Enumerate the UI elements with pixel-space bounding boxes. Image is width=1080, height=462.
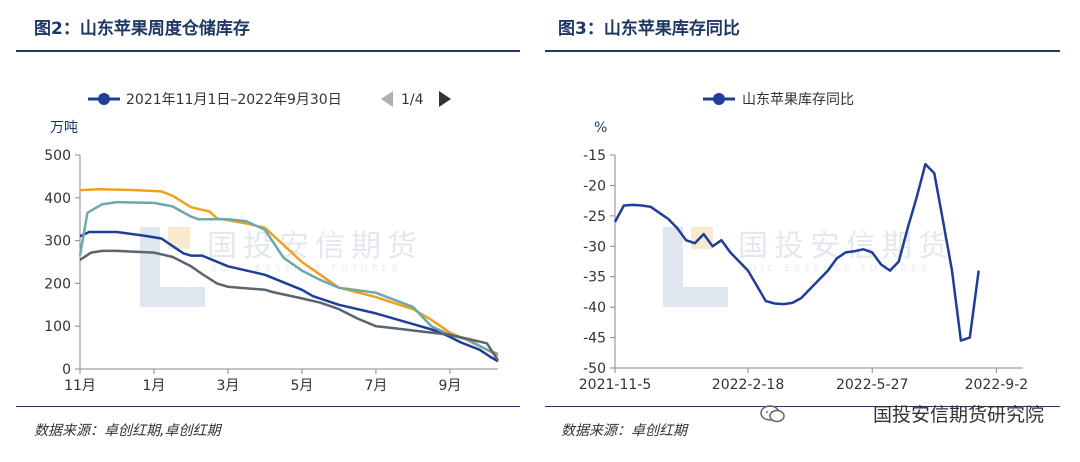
x-tick-label: 3月 — [217, 378, 240, 394]
y-tick-label: 200 — [44, 276, 71, 292]
right-y-unit: % — [594, 120, 607, 136]
left-chart-svg: 2021年11月1日–2022年9月30日 1/4 万吨 0 100 200 300 4… — [44, 91, 500, 394]
left-legend-label: 2021年11月1日–2022年9月30日 — [126, 92, 342, 108]
x-tick-label: 2022-9-2 — [965, 377, 1029, 393]
y-tick-label: -25 — [583, 209, 606, 225]
series-line — [613, 162, 980, 342]
legend-dot-marker — [713, 93, 725, 105]
x-tick-label: 2021-11-5 — [579, 377, 651, 393]
series-line — [79, 187, 499, 358]
left-legend[interactable]: 2021年11月1日–2022年9月30日 — [88, 92, 342, 108]
left-watermark-subtext: SDIC ESSENCE FUTURES — [211, 264, 402, 274]
left-source-rule — [16, 406, 520, 407]
y-tick-label: 300 — [44, 234, 71, 250]
legend-dot-marker — [98, 93, 110, 105]
y-tick-label: -35 — [583, 270, 606, 286]
y-tick-label: -30 — [583, 239, 606, 255]
x-tick-label: 2022-2-18 — [712, 377, 784, 393]
x-tick-label: 2022-5-27 — [836, 377, 908, 393]
right-title-rule — [545, 50, 1060, 52]
right-chart-svg: 山东苹果库存同比 % -15 -20 -25 -30 -35 -40 -45 -502021-… — [579, 92, 1028, 393]
series-line — [78, 200, 499, 356]
right-watermark-logo — [663, 227, 728, 307]
y-tick-label: -20 — [583, 178, 606, 194]
x-tick-label: 1月 — [143, 378, 166, 394]
left-watermark-text: 国投安信期货 — [207, 229, 423, 264]
x-tick-label: 7月 — [364, 378, 387, 394]
y-tick-label: 500 — [44, 148, 71, 164]
x-tick-label: 5月 — [290, 378, 313, 394]
right-watermark-text: 国投安信期货 — [738, 229, 954, 264]
series-line — [79, 249, 500, 362]
wechat-icon — [760, 405, 785, 423]
y-tick-label: -15 — [583, 148, 606, 164]
right-watermark-subtext: SDIC ESSENCE FUTURES — [740, 264, 931, 274]
left-plot-area: 0 100 200 300 400 500 11月 1月 3月 5月 7月 9月 — [44, 148, 500, 394]
left-source-note: 数据来源：卓创红期,卓创红期 — [34, 423, 221, 439]
left-chart-title: 图2：山东苹果周度仓储库存 — [34, 19, 250, 39]
y-tick-label: 0 — [62, 362, 71, 378]
left-y-unit: 万吨 — [50, 120, 78, 136]
right-panel: 图3：山东苹果库存同比 国投安信期货 SDIC ESSENCE FUTURES … — [545, 0, 1060, 462]
legend-page-indicator: 1/4 — [401, 92, 424, 108]
legend-prev-arrow-icon[interactable] — [381, 91, 393, 107]
right-legend-label: 山东苹果库存同比 — [742, 92, 854, 108]
legend-next-arrow-icon[interactable] — [439, 91, 451, 107]
right-source-note: 数据来源：卓创红期 — [561, 423, 687, 439]
right-legend[interactable]: 山东苹果库存同比 — [703, 92, 854, 108]
right-chart-title: 图3：山东苹果库存同比 — [558, 19, 740, 39]
x-tick-label: 11月 — [64, 378, 96, 394]
y-tick-label: -45 — [583, 331, 606, 347]
x-tick-label: 9月 — [438, 378, 461, 394]
left-panel: 图2：山东苹果周度仓储库存 国投安信期货 SDIC ESSENCE FUTURE… — [0, 0, 520, 462]
right-source-rule — [545, 406, 1060, 407]
legend-pager[interactable]: 1/4 — [381, 91, 451, 108]
brand-name: 国投安信期货研究院 — [872, 404, 1044, 426]
y-tick-label: 100 — [44, 319, 71, 335]
series-line — [79, 230, 499, 363]
left-watermark-logo — [140, 227, 205, 307]
y-tick-label: -50 — [583, 361, 606, 377]
y-tick-label: -40 — [583, 300, 606, 316]
left-title-rule — [16, 50, 520, 52]
y-tick-label: 400 — [44, 191, 71, 207]
